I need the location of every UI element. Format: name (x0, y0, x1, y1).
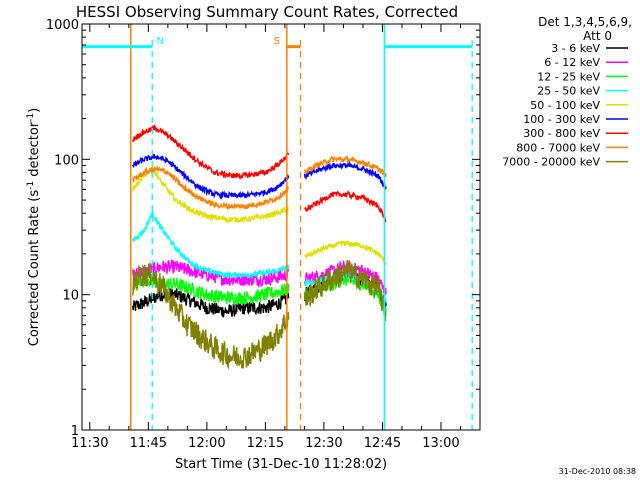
x-tick-label-1: 11:30 (71, 436, 108, 451)
x-tick-label-4: 12:15 (247, 436, 284, 451)
legend-entry-label-8: 800 - 7000 keV (516, 141, 600, 154)
x-tick-label-6: 12:45 (364, 436, 401, 451)
series-line-5 (132, 165, 387, 266)
legend-entry-label-7: 300 - 800 keV (523, 127, 600, 140)
legend-entry-label-6: 100 - 300 keV (523, 113, 600, 126)
chart-title: HESSI Observing Summary Count Rates, Cor… (76, 3, 458, 21)
x-tick-label-3: 12:00 (188, 436, 225, 451)
y-tick-label-3: 100 (54, 153, 79, 168)
series-line-8 (132, 155, 387, 211)
series-line-7 (132, 123, 387, 224)
legend-entry-label-3: 12 - 25 keV (537, 70, 600, 83)
legend-entry-label-5: 50 - 100 keV (530, 99, 600, 112)
legend-header-line2: Att 0 (583, 29, 612, 43)
legend-entry-label-2: 6 - 12 keV (544, 56, 600, 69)
x-tick-label-5: 12:30 (305, 436, 342, 451)
marker-label-1: N (156, 36, 163, 47)
series-line-9 (132, 259, 387, 370)
y-tick-label-2: 10 (62, 289, 79, 304)
y-tick-label-4: 1000 (46, 18, 79, 33)
y-axis-label: Corrected Count Rate (s-1 detector-1) (26, 108, 42, 346)
x-tick-label-7: 13:00 (422, 436, 459, 451)
marker-label-2: S (274, 36, 280, 47)
x-tick-label-2: 11:45 (130, 436, 167, 451)
y-tick-label-1: 1 (71, 424, 79, 439)
x-axis-label: Start Time (31-Dec-10 11:28:02) (175, 457, 387, 472)
footer-date: 31-Dec-2010 08:38 (559, 467, 636, 476)
plot-frame (81, 23, 481, 431)
legend-entry-label-1: 3 - 6 keV (551, 42, 600, 55)
legend-entry-label-4: 25 - 50 keV (537, 85, 600, 98)
legend-header-line1: Det 1,3,4,5,6,9, (538, 15, 632, 29)
legend-entry-label-9: 7000 - 20000 keV (502, 156, 600, 169)
series-line-6 (132, 153, 387, 200)
